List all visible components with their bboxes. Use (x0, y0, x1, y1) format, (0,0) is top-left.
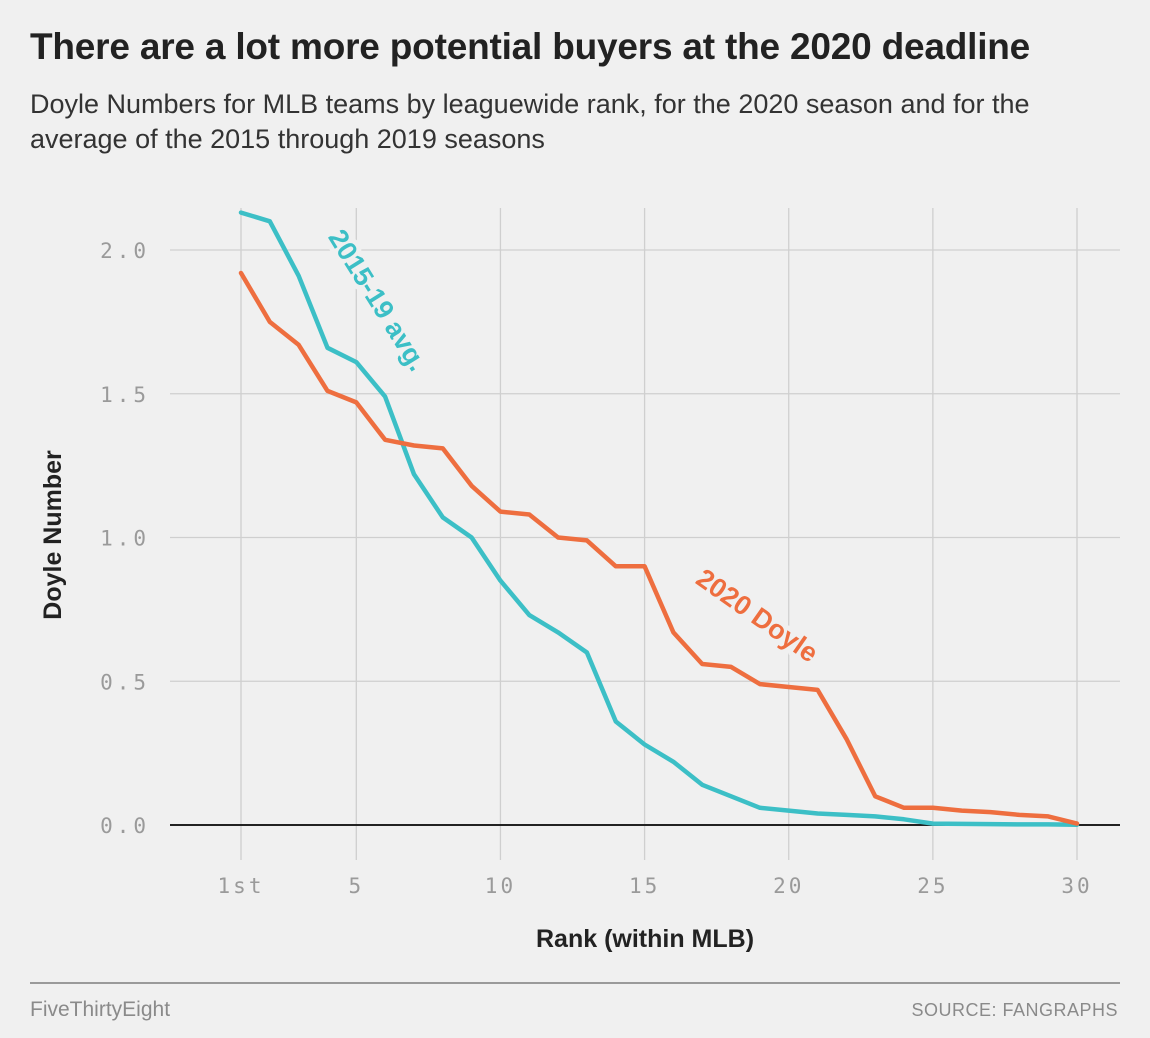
x-tick-label: 25 (917, 874, 948, 898)
x-tick-label: 10 (485, 874, 516, 898)
x-tick-label: 1st (218, 874, 265, 898)
x-tick-label: 30 (1061, 874, 1092, 898)
footer-divider (30, 982, 1120, 984)
grid-layer: 0.0 0.5 1.0 1.5 2.0 1st 5 10 15 20 25 30 (100, 208, 1120, 898)
y-tick-label: 0.5 (100, 670, 150, 694)
brand-name: FiveThirtyEight (30, 998, 171, 1021)
y-tick-label: 0.0 (100, 814, 150, 838)
season-series-line (238, 270, 1080, 826)
x-tick-label: 5 (348, 874, 364, 898)
x-tick-label: 20 (773, 874, 804, 898)
avg-series-line (238, 210, 1080, 827)
y-tick-label: 1.5 (100, 383, 150, 407)
chart-subtitle: Doyle Numbers for MLB teams by leaguewid… (30, 89, 1030, 154)
source-credit: SOURCE: FANGRAPHS (911, 1000, 1118, 1020)
y-tick-label: 2.0 (100, 239, 150, 263)
y-axis-title: Doyle Number (39, 450, 67, 620)
y-tick-label: 1.0 (100, 527, 150, 551)
line-chart: 0.0 0.5 1.0 1.5 2.0 1st 5 10 15 20 25 30 Rank (with… (39, 208, 1120, 953)
series-layer (238, 210, 1080, 827)
x-tick-label: 15 (629, 874, 660, 898)
chart-title: There are a lot more potential buyers at… (30, 26, 1031, 67)
x-axis-title: Rank (within MLB) (536, 925, 754, 953)
season-series-label: 2020 Doyle (691, 563, 824, 669)
